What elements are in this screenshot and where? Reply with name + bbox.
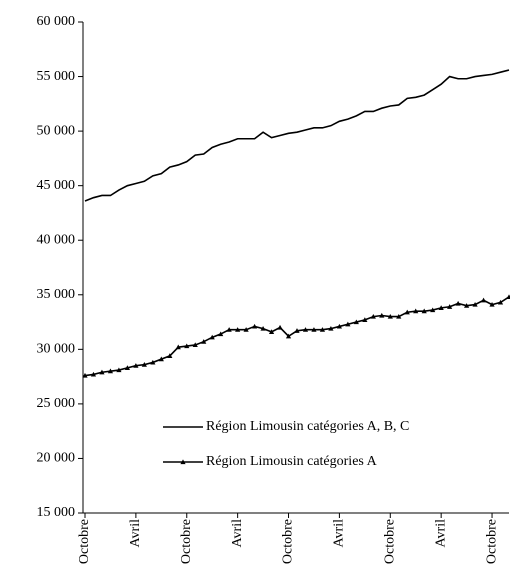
series-marker [82,372,88,378]
series-line [84,296,510,377]
series-marker [421,308,427,314]
series-marker [430,307,436,313]
series-marker [99,369,105,375]
series-marker [336,323,342,329]
y-tick-label: 45 000 [37,178,76,193]
series-marker [362,317,368,322]
series-marker [438,305,444,310]
x-tick-label: Avril [128,519,143,548]
series-marker [472,301,478,307]
series-marker [370,314,376,319]
series-marker [353,319,359,325]
series-marker [116,367,122,373]
series-marker [90,371,97,377]
x-tick-label: Octobre [382,519,397,564]
series-marker [218,331,224,337]
series-marker [379,312,385,318]
series-marker [141,362,147,367]
series-marker [175,344,181,350]
series-marker [328,326,334,331]
series-marker [294,328,300,333]
series-marker [387,314,393,319]
y-tick-label: 20 000 [37,451,76,466]
x-tick-label: Avril [332,519,347,548]
y-tick-label: 40 000 [37,232,76,247]
y-tick-label: 60 000 [37,14,76,29]
series-marker [277,324,283,330]
series-marker [455,300,461,306]
x-tick-label: Octobre [484,519,499,564]
series-marker [133,363,139,368]
series-marker [158,356,164,362]
series-marker [167,353,173,358]
series-marker [464,303,470,308]
series-marker [209,334,215,340]
y-tick-label: 50 000 [37,123,76,138]
series-marker [243,327,249,332]
series-marker [447,304,453,309]
series-marker [285,333,292,339]
series-marker [404,309,410,315]
series-marker [192,342,198,348]
x-tick-label: Avril [230,519,245,548]
y-tick-label: 25 000 [37,396,76,411]
series-marker [311,327,317,332]
series-marker [107,368,114,374]
x-tick-label: Octobre [179,519,194,564]
series-marker [184,343,190,349]
series-marker [226,327,232,332]
series-marker [413,308,419,314]
series-marker [345,321,351,327]
x-tick-label: Octobre [77,519,92,564]
y-tick-label: 30 000 [37,342,76,357]
series-marker [268,329,275,334]
series-marker [480,297,487,303]
series-marker [235,327,241,332]
series-marker [319,327,326,332]
series-marker [302,327,309,332]
y-tick-label: 15 000 [37,505,76,520]
series-marker [124,365,130,370]
series-marker [497,299,504,305]
legend-label: Région Limousin catégories A [206,454,378,469]
y-tick-label: 35 000 [37,287,76,302]
legend-label: Région Limousin catégories A, B, C [206,419,409,434]
series-marker [396,314,402,319]
x-tick-label: Octobre [281,519,296,564]
series-marker [252,323,258,329]
series-line [84,69,510,202]
series-marker [260,326,266,331]
series-marker [150,359,156,365]
series-marker [489,301,495,307]
legend-marker [180,459,186,465]
x-tick-label: Avril [433,519,448,548]
series-marker [506,294,510,300]
y-tick-label: 55 000 [37,69,76,84]
series-marker [201,339,207,344]
